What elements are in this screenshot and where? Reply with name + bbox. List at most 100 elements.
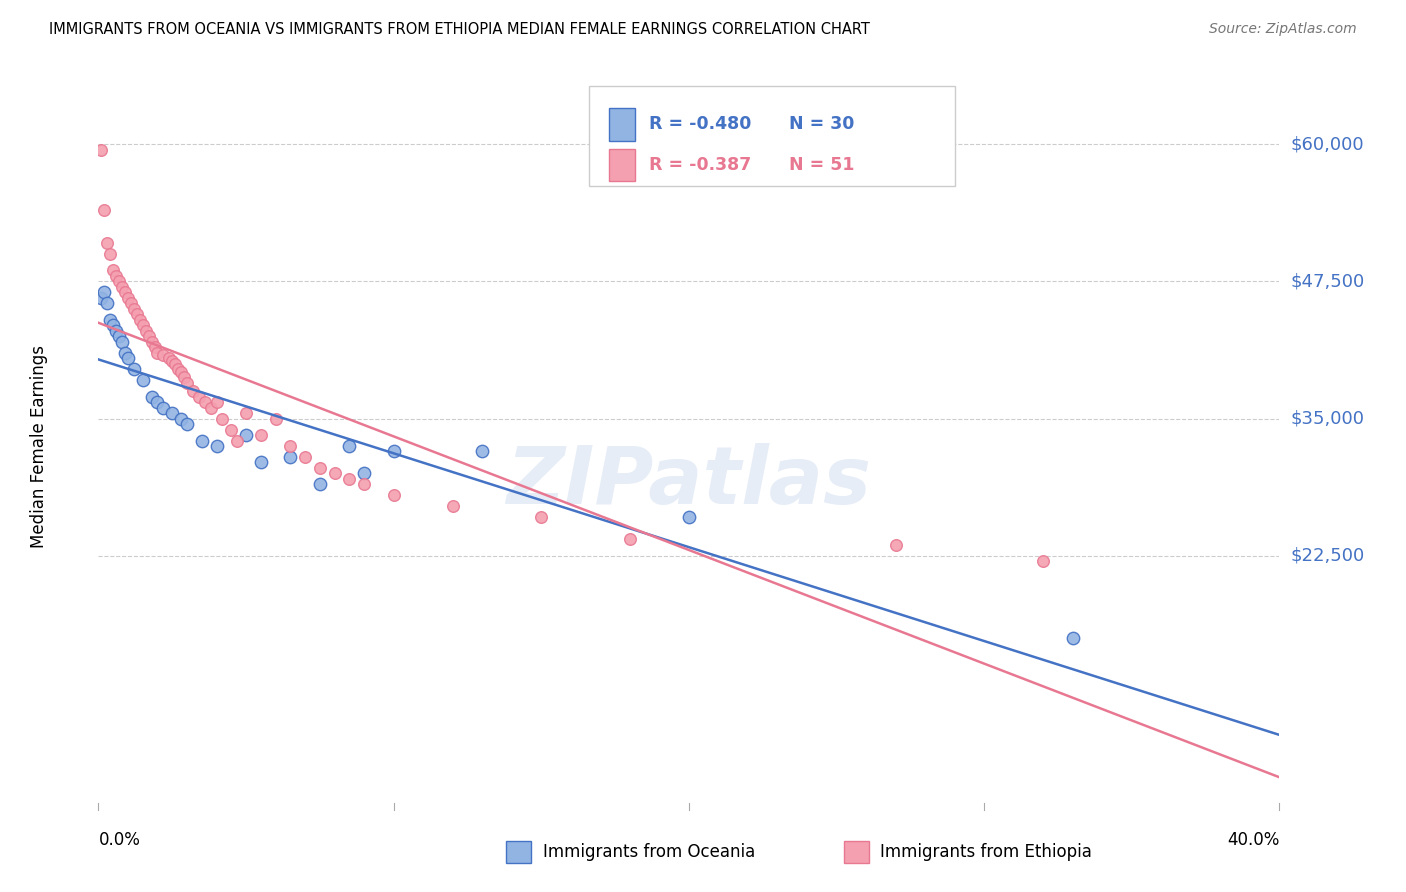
Point: [294, 450, 316, 464]
Point: [194, 395, 217, 409]
Text: Immigrants from Ethiopia: Immigrants from Ethiopia: [880, 843, 1092, 862]
Point: [157, 351, 180, 366]
Point: [176, 376, 198, 391]
Point: [152, 348, 174, 362]
Point: [108, 274, 131, 288]
Point: [235, 406, 257, 420]
Point: [219, 423, 242, 437]
Point: [135, 324, 157, 338]
Point: [114, 345, 136, 359]
Point: [105, 324, 128, 338]
Point: [96, 235, 118, 250]
Point: [141, 390, 163, 404]
Point: [143, 340, 166, 354]
Point: [226, 434, 249, 448]
Point: [114, 285, 136, 300]
Point: [235, 428, 257, 442]
Text: IMMIGRANTS FROM OCEANIA VS IMMIGRANTS FROM ETHIOPIA MEDIAN FEMALE EARNINGS CORRE: IMMIGRANTS FROM OCEANIA VS IMMIGRANTS FR…: [49, 22, 870, 37]
Point: [111, 280, 134, 294]
Point: [132, 373, 155, 387]
Point: [278, 439, 302, 453]
Point: [382, 488, 405, 502]
Point: [103, 263, 125, 277]
Point: [382, 444, 405, 458]
Point: [264, 411, 287, 425]
Point: [170, 366, 193, 380]
FancyBboxPatch shape: [589, 86, 955, 186]
Point: [165, 357, 187, 371]
Point: [138, 329, 160, 343]
Point: [441, 500, 464, 514]
Point: [323, 467, 346, 481]
Text: ZIPatlas: ZIPatlas: [506, 442, 872, 521]
Point: [90, 143, 112, 157]
Point: [90, 291, 112, 305]
Point: [278, 450, 302, 464]
Point: [111, 334, 134, 349]
Point: [98, 247, 121, 261]
Point: [471, 444, 494, 458]
Point: [176, 417, 198, 431]
Point: [619, 533, 641, 547]
Point: [93, 202, 115, 217]
Point: [191, 434, 214, 448]
Text: R = -0.387: R = -0.387: [648, 156, 751, 174]
Point: [125, 307, 148, 321]
Point: [141, 334, 163, 349]
Point: [309, 477, 332, 491]
Point: [353, 467, 375, 481]
Point: [122, 301, 145, 316]
Point: [211, 411, 233, 425]
Point: [187, 390, 209, 404]
Text: N = 30: N = 30: [789, 115, 855, 134]
Point: [309, 461, 332, 475]
Point: [173, 369, 195, 384]
FancyBboxPatch shape: [609, 149, 634, 181]
Point: [884, 538, 907, 552]
Text: Source: ZipAtlas.com: Source: ZipAtlas.com: [1209, 22, 1357, 37]
Point: [117, 351, 139, 366]
Point: [132, 318, 155, 333]
Point: [162, 406, 183, 420]
Point: [96, 296, 118, 310]
Point: [117, 291, 139, 305]
Point: [1062, 631, 1084, 645]
Point: [120, 296, 142, 310]
Point: [337, 472, 360, 486]
Point: [250, 428, 273, 442]
Text: N = 51: N = 51: [789, 156, 855, 174]
Text: $35,000: $35,000: [1291, 409, 1365, 427]
Text: 40.0%: 40.0%: [1227, 831, 1279, 849]
Point: [250, 455, 273, 469]
Point: [678, 510, 700, 524]
Point: [103, 318, 125, 333]
Point: [122, 362, 145, 376]
Point: [98, 312, 121, 326]
Text: R = -0.480: R = -0.480: [648, 115, 751, 134]
Point: [128, 312, 150, 326]
Point: [162, 354, 183, 368]
Text: $47,500: $47,500: [1291, 272, 1365, 290]
Point: [181, 384, 204, 398]
Point: [170, 411, 193, 425]
Point: [205, 395, 228, 409]
Point: [530, 510, 553, 524]
Point: [205, 439, 228, 453]
Text: Median Female Earnings: Median Female Earnings: [31, 344, 48, 548]
Text: $60,000: $60,000: [1291, 135, 1364, 153]
Point: [146, 345, 169, 359]
Point: [152, 401, 174, 415]
Point: [146, 395, 169, 409]
Text: 0.0%: 0.0%: [98, 831, 141, 849]
Point: [105, 268, 128, 283]
Text: $22,500: $22,500: [1291, 547, 1365, 565]
Point: [93, 285, 115, 300]
Point: [353, 477, 375, 491]
FancyBboxPatch shape: [609, 109, 634, 141]
Text: Immigrants from Oceania: Immigrants from Oceania: [543, 843, 755, 862]
Point: [108, 329, 131, 343]
Point: [167, 362, 190, 376]
Point: [337, 439, 360, 453]
Point: [200, 401, 222, 415]
Point: [1032, 554, 1054, 568]
